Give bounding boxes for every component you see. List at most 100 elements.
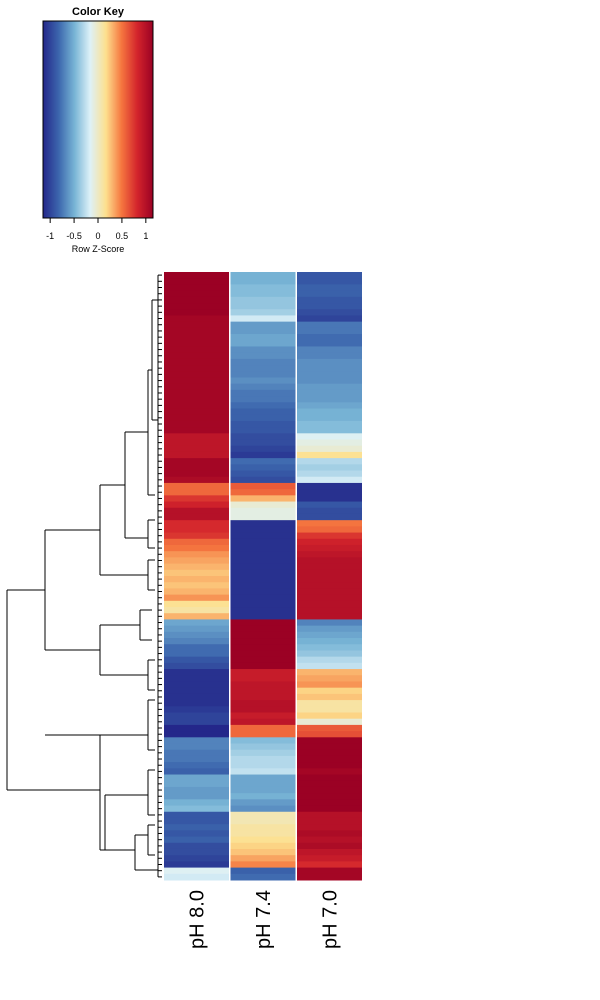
heatmap-cell (297, 358, 362, 366)
heatmap-cell (164, 824, 229, 831)
heatmap-cell (297, 576, 362, 583)
color-key-gradient-strip (147, 21, 149, 218)
heatmap-cell (297, 414, 362, 422)
color-key-gradient-strip (65, 21, 67, 218)
heatmap-cell (297, 724, 362, 732)
color-key-gradient-strip (63, 21, 65, 218)
heatmap-cell (297, 737, 362, 745)
heatmap-cell (297, 817, 362, 825)
heatmap-cell (164, 464, 229, 472)
heatmap-cell (230, 693, 296, 701)
heatmap-cell (230, 482, 296, 490)
heatmap-cell (230, 675, 296, 682)
heatmap-cell (297, 563, 362, 571)
heatmap-cell (297, 613, 362, 620)
color-key-gradient-strip (47, 21, 49, 218)
color-key-gradient-strip (144, 21, 146, 218)
color-key-gradient-strip (90, 21, 92, 218)
column-labels: pH 8.0 pH 7.4 pH 7.0 (187, 890, 342, 949)
heatmap-cell (230, 718, 296, 726)
heatmap-cell (230, 687, 296, 695)
color-key-gradient-strip (141, 21, 143, 218)
heatmap-cell (230, 396, 296, 403)
heatmap-cell (230, 607, 296, 614)
heatmap-cell (164, 520, 229, 527)
heatmap-cell (297, 681, 362, 689)
heatmap-cell (297, 644, 362, 651)
heatmap-cell (297, 811, 362, 819)
heatmap-cell (164, 656, 229, 664)
heatmap-cell (230, 638, 296, 645)
heatmap-cell (164, 482, 229, 490)
heatmap-cell (297, 346, 362, 354)
heatmap-cell (230, 836, 296, 844)
color-key-gradient-strip (127, 21, 129, 218)
dendrogram-branch (147, 824, 155, 856)
heatmap-cell (230, 830, 296, 838)
heatmap-cell (297, 638, 362, 645)
heatmap-cell (297, 321, 362, 329)
color-key-gradient-strip (103, 21, 105, 218)
heatmap-cell (297, 842, 362, 850)
heatmap-cell (297, 439, 362, 447)
dendrogram-branch (147, 769, 155, 816)
heatmap-cell (164, 662, 229, 670)
dendrogram-branch (147, 699, 155, 751)
heatmap-cell (297, 520, 362, 527)
heatmap-cell (297, 700, 362, 707)
heatmap-cell (164, 774, 229, 782)
dendrogram-branch (151, 299, 158, 421)
color-key-gradient-strip (134, 21, 136, 218)
heatmap-cell (230, 272, 296, 279)
heatmap-cell (297, 482, 362, 490)
heatmap-cell (164, 675, 229, 682)
color-key-gradient-strip (116, 21, 118, 218)
heatmap-cell (297, 365, 362, 372)
heatmap-cell (164, 495, 229, 503)
heatmap-cell (164, 569, 229, 577)
heatmap-cell (164, 873, 229, 881)
heatmap-cell (297, 706, 362, 713)
heatmap-cell (230, 576, 296, 583)
heatmap-cell (297, 371, 362, 378)
heatmap-cell (230, 848, 296, 856)
heatmap-cell (164, 321, 229, 329)
heatmap-cell (297, 836, 362, 844)
heatmap-cell (164, 526, 229, 534)
heatmap-cell (164, 755, 229, 763)
heatmap-cell (297, 476, 362, 484)
heatmap-cell (230, 861, 296, 869)
color-key-gradient-strip (79, 21, 81, 218)
heatmap-cell (297, 489, 362, 496)
heatmap-cell (230, 569, 296, 577)
color-key-gradient-strip (70, 21, 72, 218)
dendrogram-branch (147, 559, 155, 591)
heatmap-cell (297, 768, 362, 776)
heatmap-cell (230, 464, 296, 472)
color-key-gradient-strip (122, 21, 124, 218)
heatmap-cell (230, 327, 296, 335)
heatmap-cell (230, 371, 296, 378)
heatmap-cell (164, 352, 229, 360)
heatmap-cell (164, 371, 229, 378)
color-key-gradient-strip (105, 21, 107, 218)
color-key-gradient-strip (149, 21, 151, 218)
heatmap-cell (230, 358, 296, 366)
heatmap-cell (297, 731, 362, 738)
color-key-gradient-strip (75, 21, 77, 218)
heatmap-cell (297, 451, 362, 459)
heatmap-cell (230, 619, 296, 627)
heatmap-cell (164, 737, 229, 745)
heatmap-cell (230, 824, 296, 831)
heatmap-cell (297, 656, 362, 664)
heatmap-cell (164, 309, 229, 316)
heatmap-cell (230, 737, 296, 745)
color-key-tick-label: 0.5 (116, 231, 129, 241)
color-key-gradient-strip (150, 21, 152, 218)
heatmap-cell (230, 867, 296, 875)
color-key-gradient-strip (101, 21, 103, 218)
heatmap-cell (164, 855, 229, 862)
heatmap-cell (297, 433, 362, 441)
heatmap-cell (297, 712, 362, 720)
heatmap-cell (230, 650, 296, 658)
